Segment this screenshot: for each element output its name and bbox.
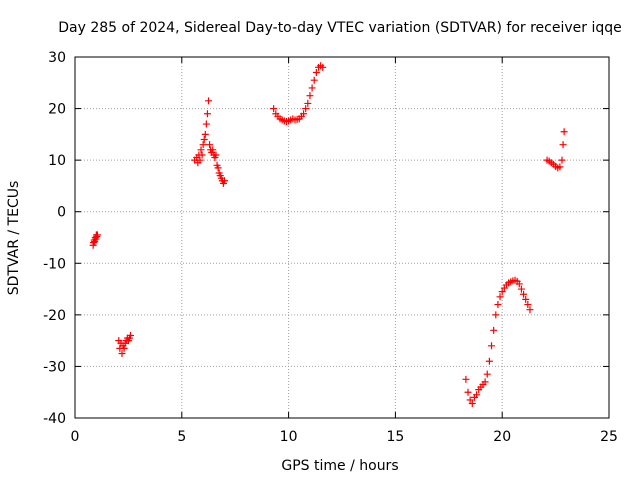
- y-tick-label: 20: [48, 102, 66, 118]
- data-point: [558, 156, 566, 164]
- data-point: [300, 110, 308, 118]
- x-tick-labels: 0 5 10 15 20 25: [71, 429, 618, 445]
- data-point: [473, 391, 481, 399]
- series-sdtvar: [89, 62, 568, 408]
- data-point: [468, 400, 476, 408]
- x-axis-label: GPS time / hours: [281, 458, 398, 474]
- y-tick-label: 10: [48, 153, 66, 169]
- data-point: [206, 141, 214, 149]
- data-point: [488, 342, 496, 350]
- chart-title: Day 285 of 2024, Sidereal Day-to-day VTE…: [58, 20, 622, 36]
- data-point: [515, 280, 523, 288]
- x-tick-label: 15: [386, 429, 404, 445]
- data-point: [199, 141, 207, 149]
- x-tick-label: 25: [600, 429, 618, 445]
- data-point: [520, 290, 528, 298]
- data-point: [308, 84, 316, 92]
- data-point: [310, 76, 318, 84]
- data-point: [302, 105, 310, 113]
- data-point: [221, 177, 229, 185]
- data-point: [93, 231, 101, 239]
- data-point: [312, 68, 320, 76]
- marker-layer: [89, 62, 568, 408]
- y-tick-label: 0: [57, 205, 66, 221]
- x-tick-label: 10: [280, 429, 298, 445]
- data-point: [522, 295, 530, 303]
- data-point: [466, 396, 474, 404]
- data-point: [494, 301, 502, 309]
- y-tick-label: 30: [48, 50, 66, 66]
- data-point: [492, 311, 500, 319]
- data-point: [197, 146, 205, 154]
- data-point: [212, 151, 220, 159]
- data-point: [118, 350, 126, 358]
- data-point: [319, 63, 327, 71]
- plot-frame: [74, 56, 610, 419]
- data-point: [304, 99, 312, 107]
- data-point: [196, 156, 204, 164]
- y-tick-label: -20: [43, 308, 66, 324]
- data-point: [496, 293, 504, 301]
- data-point: [120, 344, 128, 352]
- data-point: [481, 378, 489, 386]
- data-point: [201, 130, 209, 138]
- data-point: [485, 357, 493, 365]
- data-point: [464, 388, 472, 396]
- data-point: [517, 285, 525, 293]
- data-point: [306, 92, 314, 100]
- data-point: [127, 331, 135, 339]
- data-point: [205, 97, 212, 105]
- y-tick-labels: -40 -30 -20 -10 0 10 20 30: [43, 50, 66, 427]
- x-tick-label: 0: [71, 429, 80, 445]
- tick-layer: [74, 56, 610, 419]
- data-point: [209, 146, 217, 154]
- data-point: [556, 163, 564, 171]
- data-point: [490, 326, 498, 334]
- y-tick-label: -40: [43, 411, 66, 427]
- x-tick-label: 5: [177, 429, 186, 445]
- y-axis-label: SDTVAR / TECUs: [6, 181, 22, 296]
- data-point: [270, 105, 278, 113]
- y-tick-label: -30: [43, 359, 66, 375]
- data-point: [214, 164, 222, 172]
- data-point: [203, 110, 211, 118]
- data-point: [93, 232, 101, 240]
- data-point: [559, 141, 567, 149]
- data-point: [524, 301, 532, 309]
- data-point: [560, 128, 568, 136]
- data-point: [462, 375, 470, 383]
- data-point: [526, 306, 534, 314]
- data-point: [200, 136, 208, 144]
- data-point: [202, 120, 210, 128]
- x-tick-label: 20: [493, 429, 511, 445]
- data-point: [498, 288, 506, 296]
- grid-layer: [75, 57, 609, 418]
- data-point: [198, 151, 206, 159]
- y-tick-label: -10: [43, 256, 66, 272]
- data-point: [483, 370, 491, 378]
